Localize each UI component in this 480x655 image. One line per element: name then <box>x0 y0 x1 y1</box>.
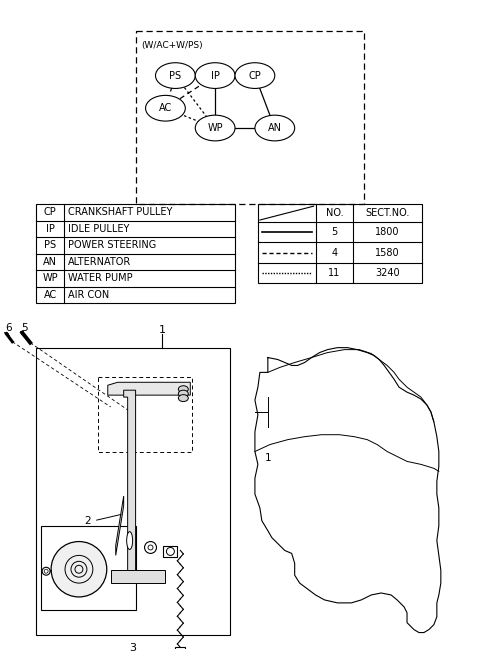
Bar <box>36 348 230 635</box>
Ellipse shape <box>235 63 275 88</box>
Text: 6: 6 <box>5 323 12 333</box>
Bar <box>258 204 422 284</box>
Text: WP: WP <box>42 273 58 284</box>
Text: IDLE PULLEY: IDLE PULLEY <box>68 224 130 234</box>
Text: 3240: 3240 <box>375 268 400 278</box>
Ellipse shape <box>179 386 188 392</box>
Text: PS: PS <box>169 71 181 81</box>
Bar <box>164 546 178 557</box>
Text: (W/AC+W/PS): (W/AC+W/PS) <box>142 41 203 50</box>
Polygon shape <box>116 496 124 555</box>
Text: SECT.NO.: SECT.NO. <box>365 208 410 218</box>
Ellipse shape <box>179 390 188 397</box>
Ellipse shape <box>179 394 188 402</box>
Text: 5: 5 <box>21 323 27 333</box>
Text: 5: 5 <box>331 227 337 237</box>
Circle shape <box>51 542 107 597</box>
Text: CP: CP <box>44 208 57 217</box>
Text: WP: WP <box>207 123 223 133</box>
Text: IP: IP <box>211 71 219 81</box>
Bar <box>136 31 364 204</box>
Text: IP: IP <box>46 224 55 234</box>
Text: AN: AN <box>268 123 282 133</box>
Ellipse shape <box>195 115 235 141</box>
Polygon shape <box>124 390 136 577</box>
Text: PS: PS <box>44 240 56 250</box>
Circle shape <box>144 542 156 553</box>
Text: POWER STEERING: POWER STEERING <box>68 240 156 250</box>
Text: AIR CON: AIR CON <box>68 290 109 300</box>
Ellipse shape <box>156 63 195 88</box>
Ellipse shape <box>255 115 295 141</box>
Circle shape <box>42 567 50 575</box>
Bar <box>41 526 136 610</box>
Ellipse shape <box>145 96 185 121</box>
Text: 1: 1 <box>159 325 166 335</box>
Text: 4: 4 <box>331 248 337 257</box>
Bar <box>175 647 185 654</box>
Polygon shape <box>108 383 190 395</box>
Text: 11: 11 <box>328 268 341 278</box>
Text: CP: CP <box>249 71 261 81</box>
Ellipse shape <box>195 63 235 88</box>
Ellipse shape <box>127 532 132 550</box>
Bar <box>36 204 235 303</box>
Text: CRANKSHAFT PULLEY: CRANKSHAFT PULLEY <box>68 208 172 217</box>
Text: 2: 2 <box>84 515 91 526</box>
Text: 3: 3 <box>130 643 137 654</box>
Text: 1800: 1800 <box>375 227 400 237</box>
Text: AC: AC <box>44 290 57 300</box>
Bar <box>98 377 192 451</box>
Text: AC: AC <box>159 103 172 113</box>
Text: WATER PUMP: WATER PUMP <box>68 273 132 284</box>
Text: NO.: NO. <box>325 208 343 218</box>
Text: AN: AN <box>43 257 57 267</box>
Text: 1580: 1580 <box>375 248 400 257</box>
Polygon shape <box>111 571 166 583</box>
Text: ALTERNATOR: ALTERNATOR <box>68 257 131 267</box>
Text: 1: 1 <box>265 453 272 464</box>
